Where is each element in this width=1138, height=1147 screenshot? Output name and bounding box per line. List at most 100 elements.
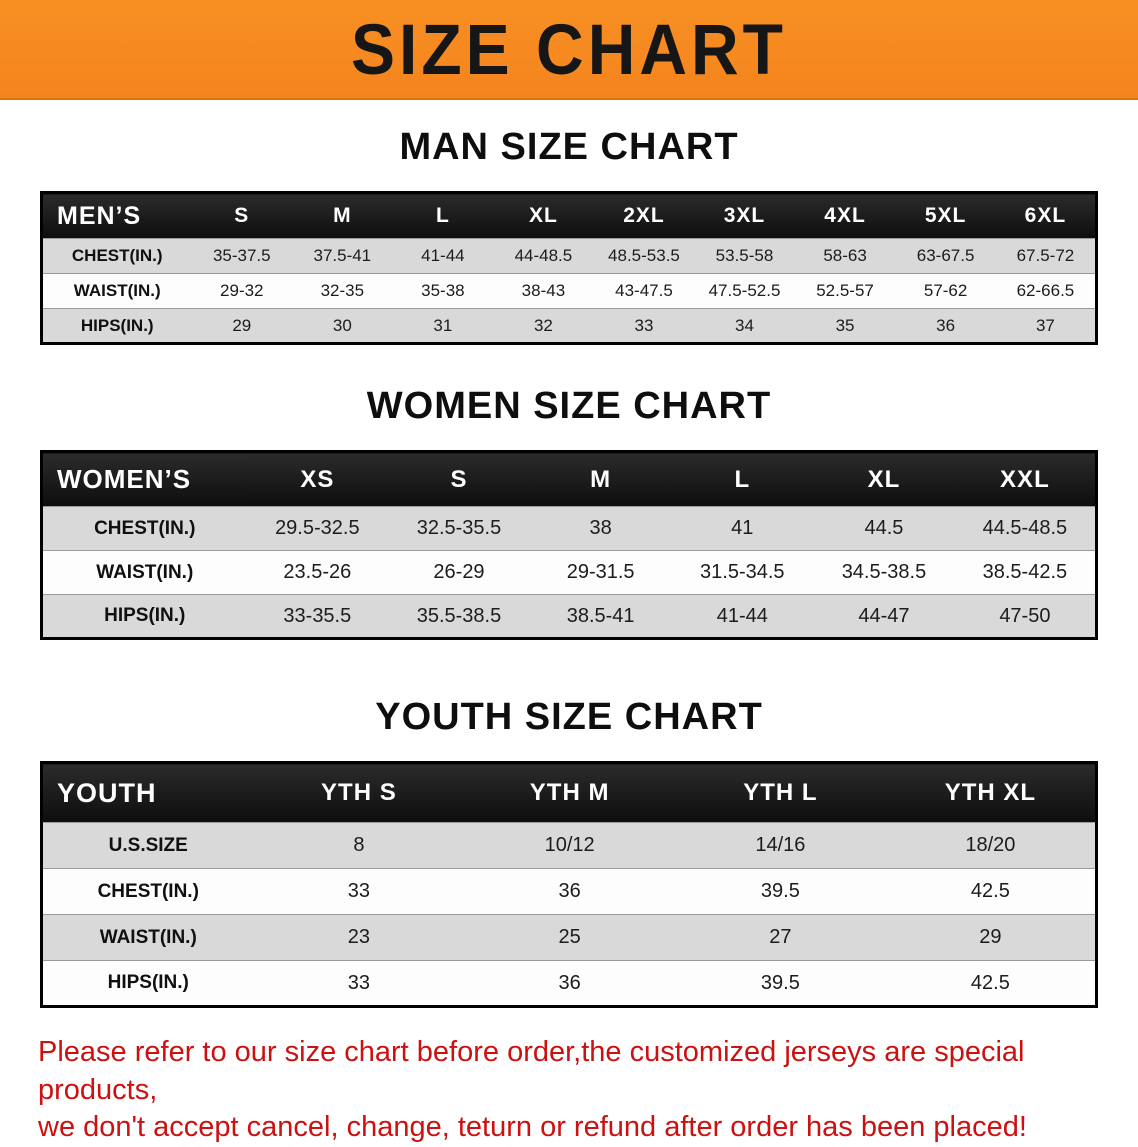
header-row: WOMEN’S XS S M L XL XXL	[41, 451, 1097, 507]
table-cell: 34	[694, 308, 795, 344]
table-cell: 38-43	[493, 273, 594, 309]
table-cell: 41-44	[671, 594, 814, 639]
table-cell: 44.5-48.5	[954, 506, 1097, 551]
banner: SIZE CHART	[0, 0, 1138, 100]
row-label: HIPS(IN.)	[41, 960, 254, 1007]
column-header: M	[529, 451, 672, 507]
row-label: WAIST(IN.)	[41, 550, 247, 595]
table-cell: 36	[464, 868, 675, 915]
table-cell: 35-38	[392, 273, 494, 309]
table-row: U.S.SIZE 8 10/12 14/16 18/20	[41, 822, 1097, 869]
column-header: S	[191, 192, 293, 239]
women-size-section: WOMEN SIZE CHART WOMEN’S XS S M L XL XXL…	[0, 385, 1138, 640]
youth-size-table: YOUTH YTH S YTH M YTH L YTH XL U.S.SIZE …	[40, 761, 1098, 1008]
table-cell: 36	[895, 308, 996, 344]
column-header: 4XL	[794, 192, 896, 239]
column-header: 6XL	[995, 192, 1097, 239]
disclaimer-line-2: we don't accept cancel, change, teturn o…	[38, 1111, 1027, 1144]
table-cell: 67.5-72	[995, 238, 1097, 274]
table-cell: 31.5-34.5	[671, 550, 814, 595]
row-label: U.S.SIZE	[41, 822, 254, 869]
women-size-table: WOMEN’S XS S M L XL XXL CHEST(IN.) 29.5-…	[40, 450, 1098, 640]
table-row: CHEST(IN.) 29.5-32.5 32.5-35.5 38 41 44.…	[41, 506, 1097, 551]
table-cell: 33-35.5	[246, 594, 389, 639]
row-label: WAIST(IN.)	[41, 273, 192, 309]
women-table-header: WOMEN’S XS S M L XL XXL	[41, 451, 1097, 507]
row-label: CHEST(IN.)	[41, 506, 247, 551]
men-size-section: MAN SIZE CHART MEN’S S M L XL 2XL 3XL 4X…	[0, 126, 1138, 345]
table-cell: 38.5-41	[529, 594, 672, 639]
column-header: 5XL	[895, 192, 996, 239]
table-cell: 63-67.5	[895, 238, 996, 274]
table-cell: 41-44	[392, 238, 494, 274]
column-header: YTH XL	[885, 762, 1097, 823]
column-header: M	[292, 192, 393, 239]
header-row: YOUTH YTH S YTH M YTH L YTH XL	[41, 762, 1097, 823]
table-cell: 57-62	[895, 273, 996, 309]
table-row: HIPS(IN.) 33 36 39.5 42.5	[41, 960, 1097, 1007]
disclaimer: Please refer to our size chart before or…	[38, 1034, 1108, 1147]
table-cell: 35.5-38.5	[388, 594, 530, 639]
table-cell: 42.5	[885, 960, 1097, 1007]
women-section-heading: WOMEN SIZE CHART	[366, 385, 772, 427]
column-header: L	[671, 451, 814, 507]
table-cell: 53.5-58	[694, 238, 795, 274]
table-row: WAIST(IN.) 23.5-26 26-29 29-31.5 31.5-34…	[41, 550, 1097, 595]
men-corner-label: MEN’S	[41, 192, 192, 239]
column-header: YTH S	[253, 762, 465, 823]
table-row: HIPS(IN.) 33-35.5 35.5-38.5 38.5-41 41-4…	[41, 594, 1097, 639]
men-table-body: CHEST(IN.) 35-37.5 37.5-41 41-44 44-48.5…	[41, 238, 1097, 344]
column-header: YTH L	[675, 762, 886, 823]
table-row: WAIST(IN.) 23 25 27 29	[41, 914, 1097, 961]
youth-size-section: YOUTH SIZE CHART YOUTH YTH S YTH M YTH L…	[0, 696, 1138, 1008]
table-row: WAIST(IN.) 29-32 32-35 35-38 38-43 43-47…	[41, 273, 1097, 309]
disclaimer-line-1: Please refer to our size chart before or…	[38, 1036, 1025, 1106]
men-size-table: MEN’S S M L XL 2XL 3XL 4XL 5XL 6XL CHEST…	[40, 191, 1098, 345]
table-cell: 58-63	[794, 238, 896, 274]
column-header: XXL	[954, 451, 1097, 507]
table-cell: 38	[529, 506, 672, 551]
table-cell: 33	[593, 308, 695, 344]
table-cell: 29	[191, 308, 293, 344]
youth-table-header: YOUTH YTH S YTH M YTH L YTH XL	[41, 762, 1097, 823]
column-header: YTH M	[464, 762, 675, 823]
column-header: XL	[493, 192, 594, 239]
table-cell: 39.5	[675, 960, 886, 1007]
youth-section-heading: YOUTH SIZE CHART	[375, 696, 763, 738]
table-row: CHEST(IN.) 35-37.5 37.5-41 41-44 44-48.5…	[41, 238, 1097, 274]
table-cell: 48.5-53.5	[593, 238, 695, 274]
table-cell: 47-50	[954, 594, 1097, 639]
table-cell: 37.5-41	[292, 238, 393, 274]
table-cell: 27	[675, 914, 886, 961]
table-row: CHEST(IN.) 33 36 39.5 42.5	[41, 868, 1097, 915]
row-label: HIPS(IN.)	[41, 308, 192, 344]
table-cell: 25	[464, 914, 675, 961]
table-cell: 33	[253, 960, 465, 1007]
table-cell: 26-29	[388, 550, 530, 595]
youth-corner-label: YOUTH	[41, 762, 254, 823]
table-cell: 32	[493, 308, 594, 344]
table-cell: 41	[671, 506, 814, 551]
header-row: MEN’S S M L XL 2XL 3XL 4XL 5XL 6XL	[41, 192, 1097, 239]
table-cell: 29-32	[191, 273, 293, 309]
table-cell: 44-48.5	[493, 238, 594, 274]
table-row: HIPS(IN.) 29 30 31 32 33 34 35 36 37	[41, 308, 1097, 344]
row-label: CHEST(IN.)	[41, 238, 192, 274]
table-cell: 14/16	[675, 822, 886, 869]
youth-table-body: U.S.SIZE 8 10/12 14/16 18/20 CHEST(IN.) …	[41, 822, 1097, 1007]
table-cell: 37	[995, 308, 1097, 344]
table-cell: 34.5-38.5	[813, 550, 955, 595]
column-header: L	[392, 192, 494, 239]
table-cell: 44-47	[813, 594, 955, 639]
table-cell: 23	[253, 914, 465, 961]
table-cell: 39.5	[675, 868, 886, 915]
table-cell: 29.5-32.5	[246, 506, 389, 551]
column-header: 3XL	[694, 192, 795, 239]
men-table-header: MEN’S S M L XL 2XL 3XL 4XL 5XL 6XL	[41, 192, 1097, 239]
table-cell: 52.5-57	[794, 273, 896, 309]
table-cell: 10/12	[464, 822, 675, 869]
table-cell: 29-31.5	[529, 550, 672, 595]
table-cell: 8	[253, 822, 465, 869]
row-label: HIPS(IN.)	[41, 594, 247, 639]
